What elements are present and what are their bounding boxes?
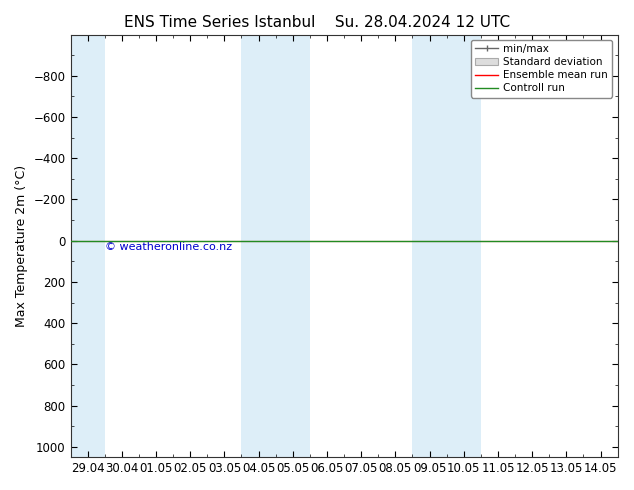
- Text: © weatheronline.co.nz: © weatheronline.co.nz: [105, 242, 232, 252]
- Legend: min/max, Standard deviation, Ensemble mean run, Controll run: min/max, Standard deviation, Ensemble me…: [471, 40, 612, 98]
- Bar: [413, 35, 481, 457]
- Y-axis label: Max Temperature 2m (°C): Max Temperature 2m (°C): [15, 165, 28, 327]
- Text: ENS Time Series Istanbul    Su. 28.04.2024 12 UTC: ENS Time Series Istanbul Su. 28.04.2024 …: [124, 15, 510, 30]
- Bar: [242, 35, 310, 457]
- Bar: [70, 35, 105, 457]
